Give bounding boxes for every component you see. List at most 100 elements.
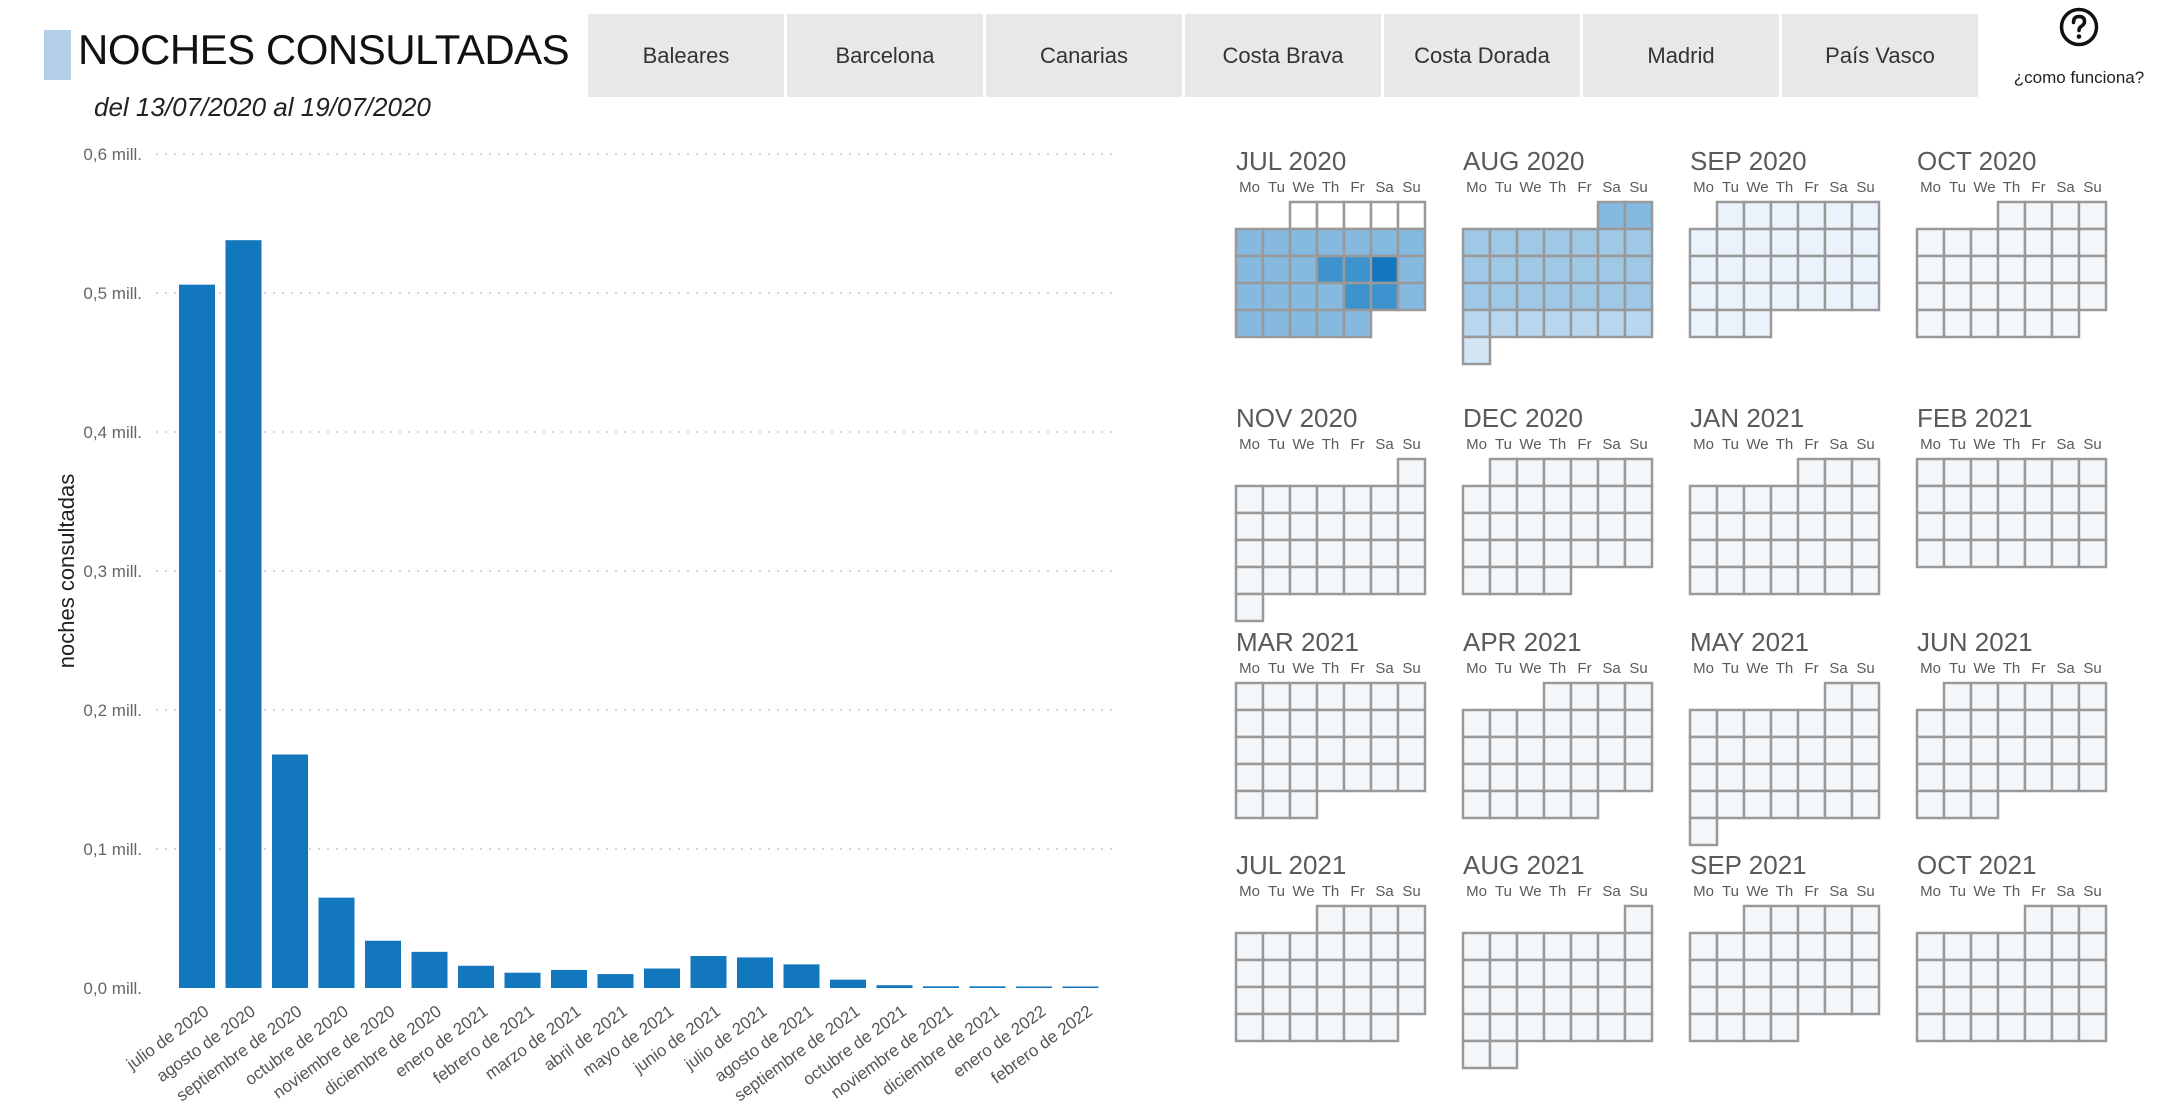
calendar-day-cell[interactable]	[1969, 681, 2000, 712]
calendar-day-cell[interactable]	[2077, 281, 2108, 312]
calendar-day-cell[interactable]	[1261, 227, 1292, 258]
calendar-day-cell[interactable]	[1996, 985, 2027, 1016]
calendar-day-cell[interactable]	[1769, 904, 1800, 935]
calendar-day-cell[interactable]	[1234, 958, 1265, 989]
calendar-day-cell[interactable]	[1942, 254, 1973, 285]
calendar-day-cell[interactable]	[2023, 681, 2054, 712]
calendar-day-cell[interactable]	[1769, 538, 1800, 569]
calendar-day-cell[interactable]	[1396, 281, 1427, 312]
calendar-day-cell[interactable]	[1288, 762, 1319, 793]
calendar-day-cell[interactable]	[1850, 200, 1881, 231]
calendar-day-cell[interactable]	[1488, 985, 1519, 1016]
calendar-day-cell[interactable]	[1969, 762, 2000, 793]
calendar-day-cell[interactable]	[1542, 227, 1573, 258]
tab-costa-dorada[interactable]: Costa Dorada	[1384, 14, 1580, 97]
calendar-day-cell[interactable]	[2023, 227, 2054, 258]
bar[interactable]	[644, 968, 680, 988]
calendar-day-cell[interactable]	[1942, 484, 1973, 515]
calendar-day-cell[interactable]	[1315, 904, 1346, 935]
calendar-day-cell[interactable]	[1461, 762, 1492, 793]
calendar-day-cell[interactable]	[1569, 511, 1600, 542]
calendar-day-cell[interactable]	[1942, 511, 1973, 542]
calendar-day-cell[interactable]	[1769, 762, 1800, 793]
calendar-day-cell[interactable]	[2050, 958, 2081, 989]
calendar-day-cell[interactable]	[1315, 254, 1346, 285]
calendar-day-cell[interactable]	[1461, 308, 1492, 339]
calendar-day-cell[interactable]	[1823, 565, 1854, 596]
calendar-day-cell[interactable]	[1461, 484, 1492, 515]
calendar-day-cell[interactable]	[1342, 511, 1373, 542]
calendar-day-cell[interactable]	[1942, 762, 1973, 793]
calendar-day-cell[interactable]	[1234, 762, 1265, 793]
calendar-day-cell[interactable]	[1569, 308, 1600, 339]
calendar-day-cell[interactable]	[1769, 281, 1800, 312]
calendar-day-cell[interactable]	[1461, 789, 1492, 820]
calendar-day-cell[interactable]	[1315, 958, 1346, 989]
calendar-day-cell[interactable]	[1688, 538, 1719, 569]
calendar-day-cell[interactable]	[1234, 681, 1265, 712]
calendar-day-cell[interactable]	[1996, 681, 2027, 712]
calendar-day-cell[interactable]	[1688, 1012, 1719, 1043]
calendar-day-cell[interactable]	[1823, 789, 1854, 820]
calendar-day-cell[interactable]	[1742, 1012, 1773, 1043]
calendar-day-cell[interactable]	[1969, 254, 2000, 285]
calendar-day-cell[interactable]	[1942, 789, 1973, 820]
calendar-day-cell[interactable]	[1542, 254, 1573, 285]
calendar-day-cell[interactable]	[1715, 511, 1746, 542]
calendar-day-cell[interactable]	[2050, 735, 2081, 766]
calendar-day-cell[interactable]	[1315, 511, 1346, 542]
calendar-day-cell[interactable]	[1969, 931, 2000, 962]
calendar-day-cell[interactable]	[1542, 308, 1573, 339]
calendar-day-cell[interactable]	[1542, 1012, 1573, 1043]
bar[interactable]	[365, 940, 401, 988]
calendar-day-cell[interactable]	[1715, 200, 1746, 231]
calendar-day-cell[interactable]	[1823, 735, 1854, 766]
calendar-day-cell[interactable]	[1461, 1012, 1492, 1043]
calendar-day-cell[interactable]	[2023, 1012, 2054, 1043]
calendar-day-cell[interactable]	[2023, 254, 2054, 285]
calendar-day-cell[interactable]	[1623, 457, 1654, 488]
calendar-day-cell[interactable]	[1742, 985, 1773, 1016]
calendar-day-cell[interactable]	[1623, 681, 1654, 712]
calendar-day-cell[interactable]	[1796, 200, 1827, 231]
calendar-day-cell[interactable]	[1542, 735, 1573, 766]
calendar-day-cell[interactable]	[1569, 281, 1600, 312]
calendar-day-cell[interactable]	[1315, 735, 1346, 766]
calendar-day-cell[interactable]	[1396, 457, 1427, 488]
calendar-day-cell[interactable]	[1623, 538, 1654, 569]
calendar-day-cell[interactable]	[1623, 227, 1654, 258]
bar[interactable]	[1016, 986, 1052, 988]
calendar-day-cell[interactable]	[1996, 308, 2027, 339]
calendar-day-cell[interactable]	[1969, 708, 2000, 739]
calendar-day-cell[interactable]	[1969, 457, 2000, 488]
calendar-day-cell[interactable]	[1596, 681, 1627, 712]
calendar-day-cell[interactable]	[1996, 708, 2027, 739]
calendar-day-cell[interactable]	[1823, 708, 1854, 739]
calendar-day-cell[interactable]	[1688, 762, 1719, 793]
calendar-day-cell[interactable]	[2077, 457, 2108, 488]
calendar-day-cell[interactable]	[1742, 735, 1773, 766]
calendar-day-cell[interactable]	[1261, 708, 1292, 739]
calendar-day-cell[interactable]	[1315, 565, 1346, 596]
calendar-day-cell[interactable]	[1369, 735, 1400, 766]
calendar-day-cell[interactable]	[1623, 931, 1654, 962]
calendar-day-cell[interactable]	[1261, 762, 1292, 793]
calendar-day-cell[interactable]	[1742, 308, 1773, 339]
calendar-day-cell[interactable]	[1942, 958, 1973, 989]
calendar-day-cell[interactable]	[1850, 254, 1881, 285]
calendar-day-cell[interactable]	[1769, 931, 1800, 962]
calendar-day-cell[interactable]	[1234, 484, 1265, 515]
calendar-day-cell[interactable]	[1688, 958, 1719, 989]
calendar-day-cell[interactable]	[1596, 281, 1627, 312]
calendar-day-cell[interactable]	[1342, 762, 1373, 793]
calendar-day-cell[interactable]	[1942, 931, 1973, 962]
calendar-day-cell[interactable]	[1369, 904, 1400, 935]
calendar-day-cell[interactable]	[2050, 254, 2081, 285]
calendar-day-cell[interactable]	[2077, 708, 2108, 739]
calendar-day-cell[interactable]	[1715, 538, 1746, 569]
bar[interactable]	[504, 972, 541, 988]
calendar-day-cell[interactable]	[1261, 958, 1292, 989]
calendar-day-cell[interactable]	[1315, 1012, 1346, 1043]
calendar-day-cell[interactable]	[1261, 789, 1292, 820]
calendar-day-cell[interactable]	[1288, 789, 1319, 820]
